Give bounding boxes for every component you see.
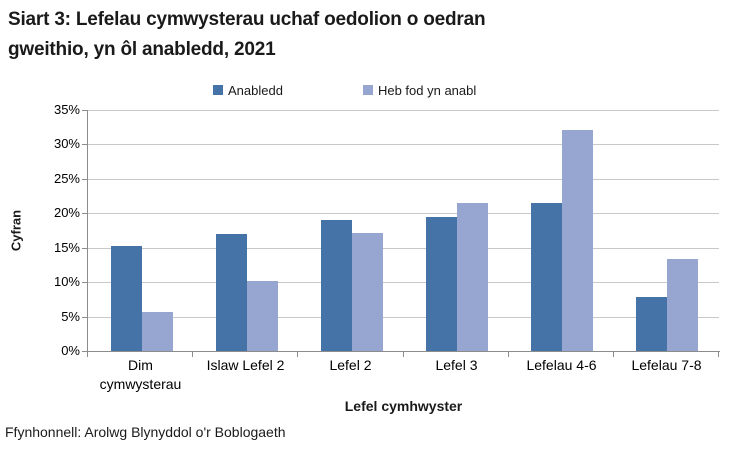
gridline [88,282,719,283]
x-tick-mark [718,352,719,357]
legend-label: Anabledd [228,82,283,98]
y-tick-label: 20% [53,205,80,220]
legend-item: Anabledd [213,83,283,98]
y-tick-mark [82,144,87,145]
x-tick-mark [613,352,614,357]
source-note: Ffynhonnell: Arolwg Blynyddol o'r Boblog… [5,424,286,440]
y-tick-mark [82,317,87,318]
y-tick-label: 35% [53,102,80,117]
gridline [88,110,719,111]
legend: Anabledd Heb fod yn anabl [213,81,476,99]
chart-title: Siart 3: Lefelau cymwysterau uchaf oedol… [8,5,486,65]
bar-heb-fod-yn-anabl [247,281,278,351]
y-tick-mark [82,179,87,180]
x-tick-label: Dim cymwysterau [99,357,182,392]
bar-anabledd [216,234,247,351]
legend-label: Heb fod yn anabl [377,82,477,98]
x-tick-mark [508,352,509,357]
y-tick-mark [82,282,87,283]
y-tick-mark [82,351,87,352]
y-tick-label: 10% [53,274,80,289]
y-axis-line [87,110,88,352]
y-tick-mark [82,213,87,214]
chart-title-line2: gweithio, yn ôl anabledd, 2021 [8,39,276,60]
gridline [88,213,719,214]
legend-swatch [362,85,373,95]
x-tick-mark [297,352,298,357]
bar-anabledd [321,220,352,351]
gridline [88,248,719,249]
bar-heb-fod-yn-anabl [562,130,593,351]
x-tick-label: Lefelau 4-6 [526,357,597,373]
legend-swatch [213,85,223,95]
bar-heb-fod-yn-anabl [142,312,173,351]
bar-anabledd [636,297,667,351]
bar-anabledd [426,217,457,351]
x-tick-mark [192,352,193,357]
gridline [88,317,719,318]
y-tick-label: 15% [53,240,80,255]
bar-heb-fod-yn-anabl [352,233,383,351]
x-tick-label: Lefelau 7-8 [631,357,702,373]
x-tick-mark [87,352,88,357]
legend-item: Heb fod yn anabl [362,82,477,98]
x-tick-label: Lefel 2 [329,357,372,373]
gridline [88,144,719,145]
y-tick-label: 5% [61,309,80,324]
bar-heb-fod-yn-anabl [667,259,698,351]
y-tick-label: 25% [53,171,80,186]
chart-title-line1: Siart 3: Lefelau cymwysterau uchaf oedol… [8,9,486,30]
x-axis-title: Lefel cymhwyster [344,398,463,414]
y-tick-mark [82,110,87,111]
x-tick-label: Islaw Lefel 2 [206,357,285,373]
gridline [88,179,719,180]
y-axis-title: Cyfran [8,209,24,252]
bar-heb-fod-yn-anabl [457,203,488,351]
x-axis-line [87,351,720,352]
x-tick-mark [403,352,404,357]
x-tick-label: Lefel 3 [435,357,478,373]
bar-anabledd [111,246,142,351]
y-tick-label: 30% [53,136,80,151]
y-tick-mark [82,248,87,249]
bar-anabledd [531,203,562,351]
plot-area [88,110,719,351]
y-tick-label: 0% [61,343,80,358]
